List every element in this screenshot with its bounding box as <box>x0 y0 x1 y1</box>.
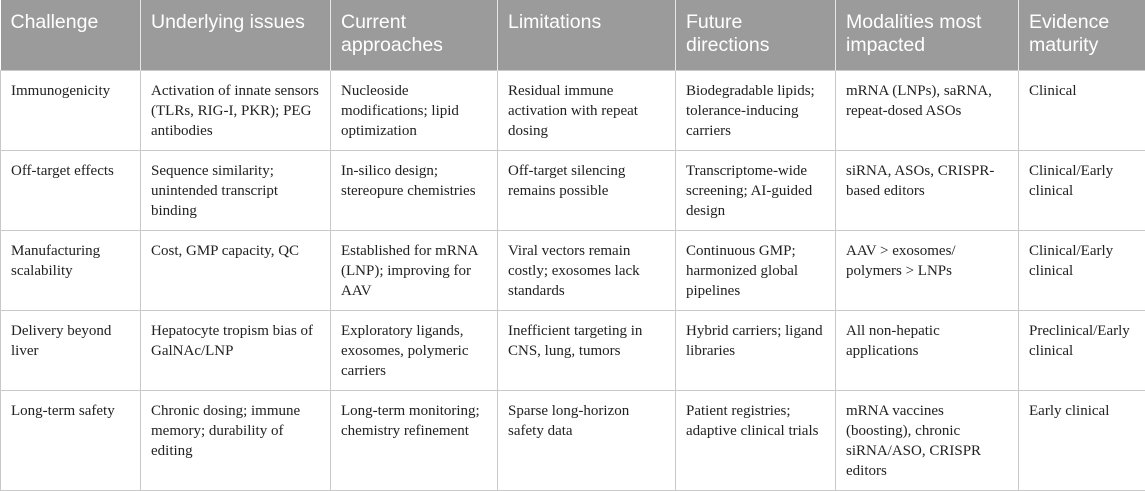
header-cell: Underlying issues <box>140 0 331 71</box>
table-cell: mRNA vaccines (boosting), chronic siRNA/… <box>835 390 1019 491</box>
table-cell: Early clinical <box>1018 390 1145 491</box>
table-cell: Clinical <box>1018 70 1145 151</box>
table-cell: Viral vectors remain costly; exosomes la… <box>497 230 676 311</box>
table-cell: Nucleoside modifications; lipid optimiza… <box>330 70 498 151</box>
table-cell: Inefficient targeting in CNS, lung, tumo… <box>497 310 676 391</box>
table-cell: Residual immune activation with repeat d… <box>497 70 676 151</box>
table-row: Manufacturing scalability Cost, GMP capac… <box>0 230 1145 311</box>
table-cell: Clinical/Early clinical <box>1018 150 1145 231</box>
table-cell: AAV > exosomes/ polymers > LNPs <box>835 230 1019 311</box>
table-cell: Hepatocyte tropism bias of GalNAc/LNP <box>140 310 331 391</box>
table-cell: Long-term monitoring; chemistry refineme… <box>330 390 498 491</box>
table-row: Delivery beyond liver Hepatocyte tropism … <box>0 310 1145 391</box>
table-cell: Off-target effects <box>0 150 141 231</box>
header-row: Challenge Underlying issues Current approa… <box>0 0 1145 71</box>
table-cell: Patient registries; adaptive clinical tr… <box>675 390 836 491</box>
table-row: Immunogenicity Activation of innate senso… <box>0 70 1145 151</box>
table-cell: Preclinical/Early clinical <box>1018 310 1145 391</box>
table-cell: Clinical/Early clinical <box>1018 230 1145 311</box>
table-cell: Off-target silencing remains possible <box>497 150 676 231</box>
table-cell: Established for mRNA (LNP); improving fo… <box>330 230 498 311</box>
table-cell: Delivery beyond liver <box>0 310 141 391</box>
table-cell: Hybrid carriers; ligand libraries <box>675 310 836 391</box>
header-cell: Challenge <box>0 0 141 71</box>
table-row: Off-target effects Sequence similarity; u… <box>0 150 1145 231</box>
table-cell: siRNA, ASOs, CRISPR-based editors <box>835 150 1019 231</box>
table-cell: All non-hepatic applications <box>835 310 1019 391</box>
table-cell: Sparse long-horizon safety data <box>497 390 676 491</box>
header-cell: Evidence maturity <box>1018 0 1145 71</box>
table-cell: In-silico design; stereopure chemistries <box>330 150 498 231</box>
header-cell: Current approaches <box>330 0 498 71</box>
table-cell: Continuous GMP; harmonized global pipeli… <box>675 230 836 311</box>
table-cell: Biodegradable lipids; tolerance-inducing… <box>675 70 836 151</box>
table-row: Long-term safety Chronic dosing; immune m… <box>0 390 1145 491</box>
table-cell: Exploratory ligands, exosomes, polymeric… <box>330 310 498 391</box>
header-cell: Modalities most impacted <box>835 0 1019 71</box>
table-cell: Manufacturing scalability <box>0 230 141 311</box>
table-cell: Long-term safety <box>0 390 141 491</box>
table-cell: Activation of innate sensors (TLRs, RIG-… <box>140 70 331 151</box>
table-cell: Cost, GMP capacity, QC <box>140 230 331 311</box>
table-cell: Transcriptome-wide screening; AI-guided … <box>675 150 836 231</box>
table-cell: mRNA (LNPs), saRNA, repeat-dosed ASOs <box>835 70 1019 151</box>
table-cell: Immunogenicity <box>0 70 141 151</box>
table-cell: Sequence similarity; unintended transcri… <box>140 150 331 231</box>
header-cell: Limitations <box>497 0 676 71</box>
table-cell: Chronic dosing; immune memory; durabilit… <box>140 390 331 491</box>
header-cell: Future directions <box>675 0 836 71</box>
